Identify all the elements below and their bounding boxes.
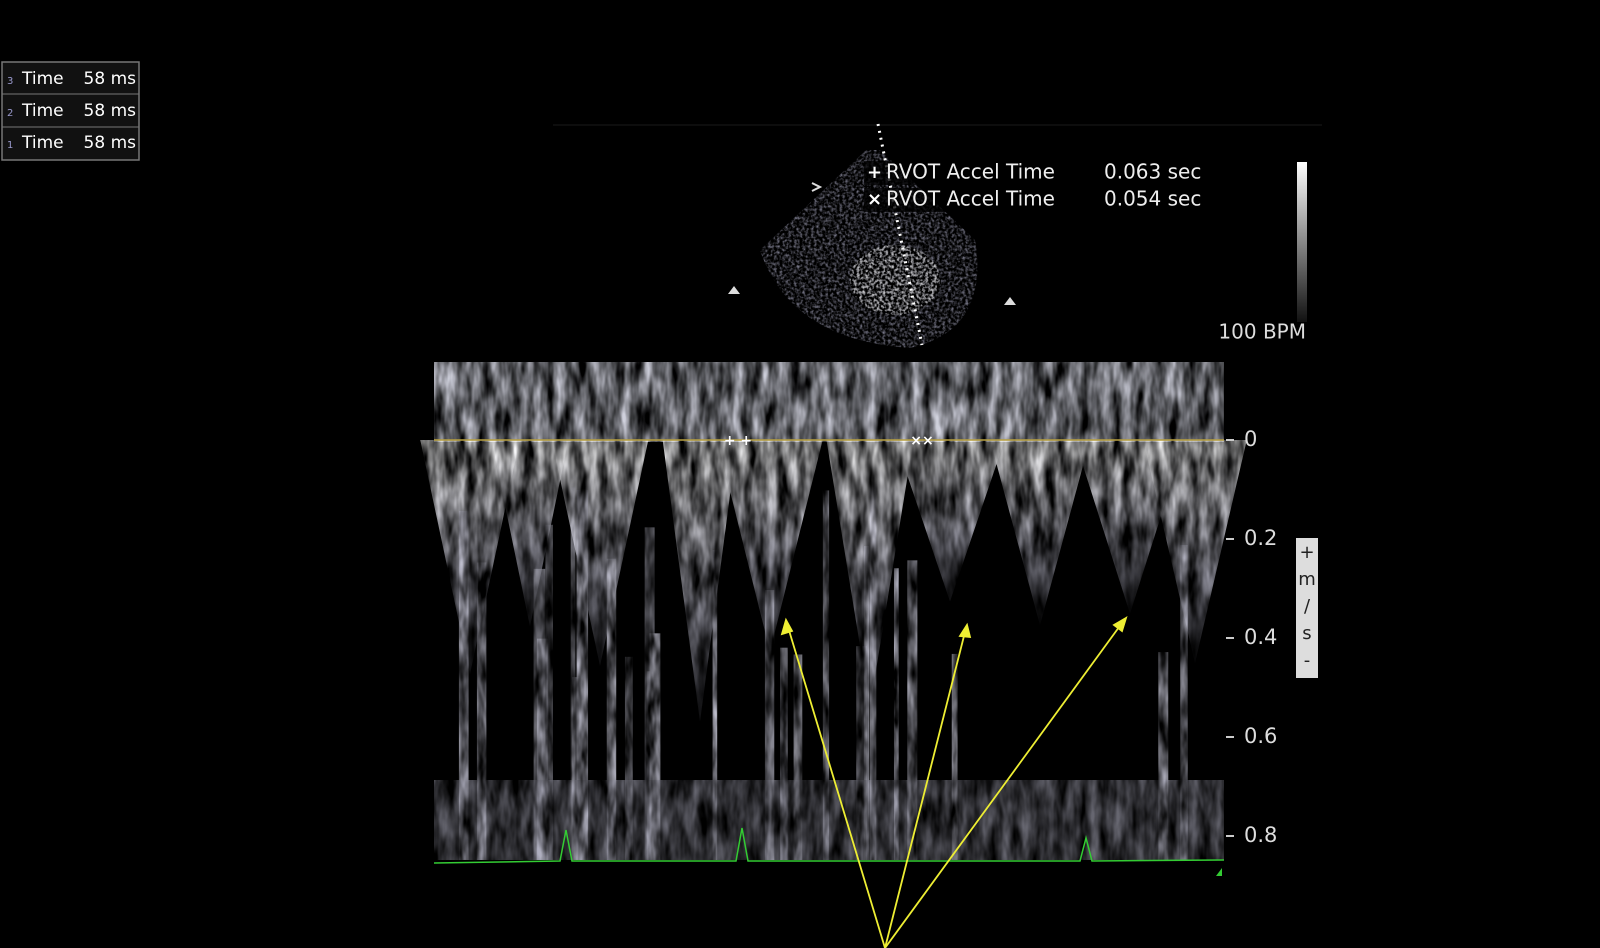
- readout-symbol: +: [867, 162, 882, 183]
- annotation-arrows: [780, 616, 1128, 948]
- flow-envelope: [491, 440, 569, 627]
- flow-streak: [712, 550, 718, 860]
- unit-char: /: [1304, 596, 1311, 617]
- caliper: ××: [910, 433, 933, 449]
- measurement-label: Time: [21, 69, 64, 89]
- flow-streak: [576, 490, 589, 860]
- readout-bg: [864, 161, 1074, 185]
- flow-streak: [893, 568, 899, 860]
- heart-structure: [850, 245, 940, 315]
- flow-streak: [536, 638, 549, 860]
- measurement-label: Time: [21, 101, 64, 121]
- forward-flow-band: [434, 362, 1224, 442]
- flow-envelopes: [420, 440, 1247, 860]
- marker: [811, 182, 823, 192]
- flow-streak: [1158, 652, 1169, 860]
- measurement-index: 1: [7, 140, 13, 151]
- sector-view: [553, 123, 1322, 348]
- unit-char: +: [1299, 542, 1314, 563]
- flow-streak: [476, 562, 487, 860]
- flow-streak: [780, 647, 788, 860]
- readout-label: RVOT Accel Time: [886, 160, 1055, 184]
- scale-label: 0.8: [1244, 823, 1277, 847]
- flow-streak: [793, 654, 803, 860]
- scale-label: 0.6: [1244, 724, 1277, 748]
- flow-streak: [822, 490, 830, 860]
- heart-rate: 100 BPM: [1218, 320, 1306, 344]
- measurement-index: 2: [7, 108, 13, 119]
- measurement-value: 58 ms: [84, 101, 137, 121]
- bottom-clutter: [434, 780, 1224, 860]
- flow-streak: [856, 646, 868, 860]
- readout-value: 0.054 sec: [1104, 187, 1201, 211]
- arrow: [884, 631, 966, 948]
- flow-streak: [1180, 544, 1188, 860]
- flow-streak: [907, 560, 918, 860]
- arrowhead: [958, 622, 972, 639]
- readout-value: 0.063 sec: [1104, 160, 1201, 184]
- readout-symbol: ×: [867, 189, 882, 210]
- flow-streak: [458, 510, 469, 860]
- flow-streak: [545, 524, 554, 860]
- flow-streak: [764, 590, 775, 860]
- marker: [1216, 868, 1222, 876]
- ecg-trace: [433, 827, 1225, 864]
- measurement-value: 58 ms: [84, 133, 137, 153]
- unit-box: [1296, 538, 1318, 678]
- measurement-label: Time: [21, 133, 64, 153]
- flow-envelope: [895, 440, 1005, 602]
- measurement-box: [1, 61, 140, 161]
- readout-label: RVOT Accel Time: [886, 187, 1055, 211]
- flow-streak: [649, 633, 661, 860]
- caliper: + +: [724, 433, 752, 449]
- flow-envelope: [717, 440, 823, 652]
- unit-char: s: [1302, 623, 1311, 644]
- arrow: [884, 622, 1123, 948]
- cursor-line: [876, 123, 924, 346]
- arrowhead: [780, 617, 794, 636]
- arrow: [787, 626, 886, 948]
- marker: [728, 286, 740, 294]
- unit-char: -: [1304, 650, 1311, 671]
- calipers: + + ××: [724, 433, 934, 449]
- flow-streak: [624, 656, 633, 860]
- flow-streak: [570, 487, 576, 860]
- readout-bg: [864, 188, 1074, 212]
- flow-streak: [869, 484, 877, 860]
- flow-envelope: [990, 440, 1090, 626]
- flow-envelope: [1143, 440, 1247, 664]
- scale-label: 0.2: [1244, 526, 1277, 550]
- scale-label: 0.4: [1244, 625, 1277, 649]
- flow-streak: [951, 653, 958, 860]
- measurement-frame: [1, 61, 140, 161]
- flow-envelope: [420, 440, 520, 675]
- scale-label: 0: [1244, 427, 1257, 451]
- measurement-index: 3: [7, 76, 13, 87]
- unit-char: m: [1298, 569, 1316, 590]
- flow-envelope: [662, 440, 738, 722]
- flow-streak: [606, 558, 617, 860]
- arrowhead: [1112, 616, 1128, 633]
- flow-streak: [572, 677, 580, 860]
- measurement-value: 58 ms: [84, 69, 137, 89]
- flow-streak: [646, 671, 651, 860]
- gray-scale-bar: [1297, 162, 1307, 322]
- doppler-spectrum: [420, 362, 1247, 863]
- marker: [1004, 297, 1016, 305]
- flow-envelope: [551, 440, 649, 666]
